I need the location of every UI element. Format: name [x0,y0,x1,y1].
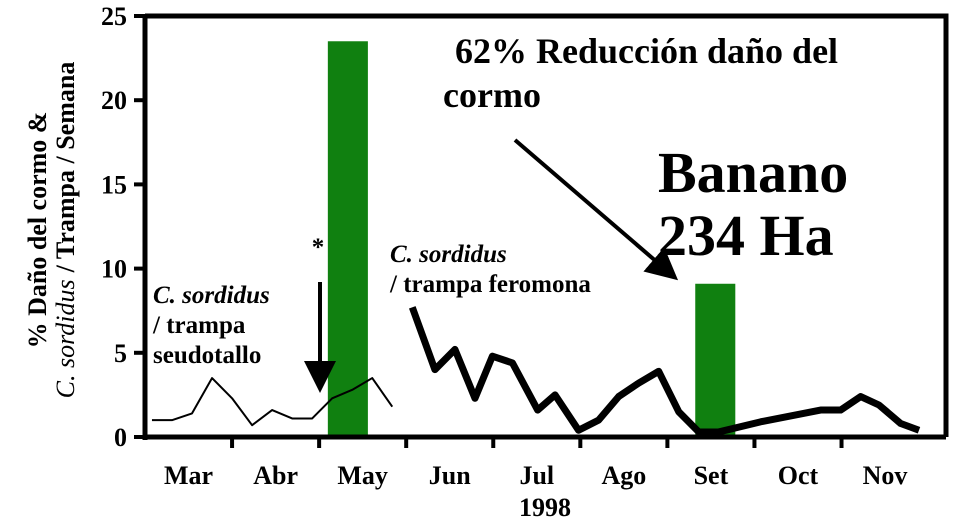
line [151,377,394,427]
bar [695,283,736,437]
annotation: C. sordidus [390,241,507,268]
annotation: * [312,234,325,261]
y-tick-label: 10 [101,255,127,284]
y-axis-label: % Daño del cormo & [23,112,52,349]
x-tick-label: Jun [429,461,471,490]
line [409,306,921,436]
annotation: / trampa [152,312,246,339]
x-tick-label: Abr [253,461,298,490]
x-tick-label: May [337,461,388,490]
annotation: seudotallo [153,342,261,369]
y-tick-label: 15 [101,170,127,199]
y-tick-label: 20 [101,86,127,115]
y-axis-label-part: / Trampa / Semana [51,62,80,274]
x-tick-label: Set [694,461,729,490]
annotation: cormo [443,75,541,115]
x-tick-label: Mar [164,461,213,490]
annotation: C. sordidus [153,282,270,309]
y-axis-label-part: C. sordidus [51,279,80,398]
x-tick-label: Oct [778,461,819,490]
y-tick-label: 0 [114,423,127,452]
x-tick-label: Nov [863,461,908,490]
y-axis-label: C. sordidus / Trampa / Semana [51,62,80,399]
frame [145,13,949,437]
annotation: / trampa feromona [389,271,591,298]
annotation: Banano [658,140,848,205]
y-tick-label: 5 [114,339,127,368]
y-tick-label: 25 [101,2,127,31]
x-tick-label: Ago [601,461,646,490]
x-axis-label: 1998 [519,493,571,520]
x-tick-label: Jul [519,461,554,490]
bar [327,41,368,437]
annotation: 234 Ha [658,203,834,268]
annotation: 62% Reducción daño del [455,31,838,71]
arrow [513,138,679,281]
